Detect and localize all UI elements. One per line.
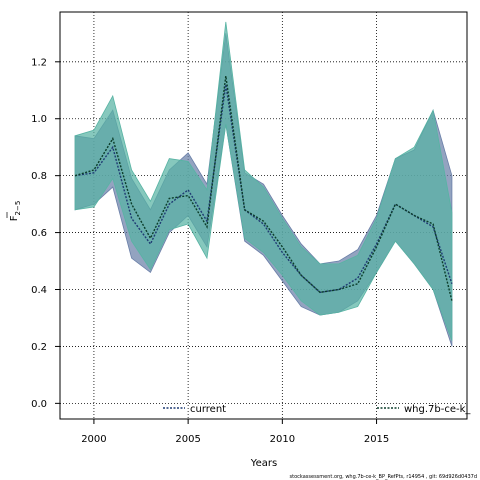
x-tick-label-2010: 2010 — [270, 434, 295, 445]
legend-label-whg: whg.7b-ce-k_ — [404, 404, 471, 415]
x-axis-title: Years — [250, 458, 277, 469]
y-axis-title-sub: 2−5 — [14, 201, 22, 216]
legend-label-current: current — [190, 404, 226, 415]
y-tick-label-0.2: 0.2 — [31, 342, 47, 353]
y-axis: 0.0 0.2 0.4 0.6 0.8 1.0 1.2 — [31, 57, 60, 410]
legend: current whg.7b-ce-k_ — [163, 404, 471, 415]
y-tick-label-1.2: 1.2 — [31, 57, 47, 68]
line-series-0 — [74, 84, 453, 294]
legend-item-current: current — [163, 404, 226, 415]
y-tick-label-0: 0.0 — [31, 399, 47, 410]
legend-item-whg: whg.7b-ce-k_ — [377, 404, 471, 415]
y-axis-title: F2−5 — [6, 201, 22, 222]
y-tick-label-0.8: 0.8 — [31, 171, 47, 182]
footnote: stockassessment.org, whg.7b-ce-k_BP_RefP… — [290, 474, 477, 480]
x-tick-label-2000: 2000 — [81, 434, 106, 445]
series-lines — [74, 75, 453, 302]
y-tick-label-0.4: 0.4 — [31, 285, 47, 296]
line-series-1 — [74, 75, 453, 302]
y-axis-title-main: F — [9, 215, 20, 221]
x-axis: 2000 2005 2010 2015 — [81, 419, 389, 445]
x-tick-label-2005: 2005 — [175, 434, 200, 445]
confidence-bands — [74, 21, 453, 347]
plot-frame — [59, 11, 468, 420]
y-tick-label-1: 1.0 — [31, 114, 47, 125]
band-series-1 — [74, 21, 453, 341]
svg-text:F2−5: F2−5 — [9, 201, 22, 222]
x-tick-label-2015: 2015 — [364, 434, 389, 445]
y-tick-label-0.6: 0.6 — [31, 228, 47, 239]
